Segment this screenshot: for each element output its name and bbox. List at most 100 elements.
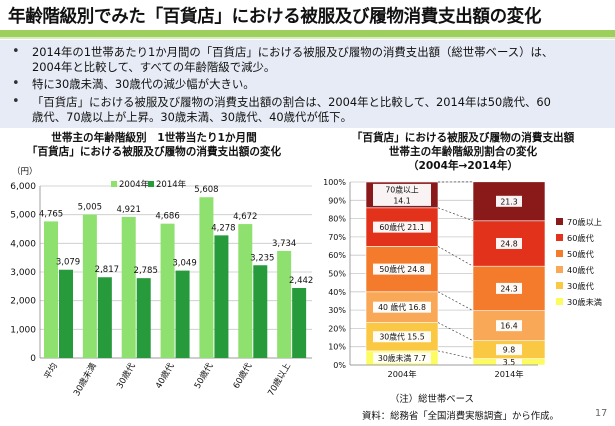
y-tick-label: 4,000 (10, 239, 36, 249)
segment-label-box (496, 344, 522, 356)
legend-swatch (556, 218, 563, 225)
value-label-2004: 5,005 (78, 203, 102, 213)
segment-label-box (496, 356, 522, 368)
segment-label: 16.4 (500, 322, 517, 331)
chart-note: （注）総世帯ベース (390, 394, 474, 405)
bullet-3-line1: 「百貨店」における被服及び履物の消費支出額の割合は、2004年と比較して、201… (32, 95, 551, 109)
y-tick-label: 30% (328, 306, 346, 315)
right-chart-title-line1: 「百貨店」における被服及び履物の消費支出額 (351, 132, 575, 144)
bullet-3: • 「百貨店」における被服及び履物の消費支出額の割合は、2004年と比較して、2… (12, 94, 551, 125)
y-tick-label: 70% (328, 233, 346, 242)
left-chart-title-line1: 世帯主の年齢階級別 1世帯当たり1か月間 (51, 132, 257, 144)
bullet-1-line2: 2004年と比較して、すべての年齢階級で減少。 (32, 60, 276, 74)
x-tick-label: 2004年 (387, 369, 416, 379)
legend-swatch (556, 298, 563, 305)
legend-label-2014: 2014年 (156, 179, 187, 190)
segment-label: 9.8 (503, 346, 515, 355)
value-label-2004: 5,608 (194, 185, 218, 195)
legend-label: 70歳以上 (567, 217, 602, 227)
segment-label-box (373, 331, 431, 343)
segment-label-box (373, 263, 431, 275)
segment-label-box (496, 195, 522, 207)
x-tick-label: 平均 (42, 361, 60, 381)
bullet-dot-icon: • (12, 44, 20, 59)
value-label-2004: 3,734 (272, 239, 296, 249)
value-label-2014: 3,049 (172, 259, 196, 269)
x-tick-label: 70歳以上 (265, 361, 293, 398)
y-tick-label: 1,000 (10, 325, 36, 335)
segment-label: 14.1 (393, 196, 410, 205)
bar-2014 (292, 287, 307, 358)
bar-2004 (160, 223, 175, 358)
value-label-2014: 2,442 (289, 276, 313, 286)
legend-swatch (556, 266, 563, 273)
x-tick-label: 50歳代 (192, 361, 216, 391)
segment-label: 40 歳代 16.8 (378, 302, 426, 312)
y-tick-label: 0% (333, 361, 346, 370)
y-tick-label: 100% (323, 178, 346, 187)
bar-2004 (277, 250, 292, 358)
value-label-2004: 4,765 (39, 209, 63, 219)
y-tick-label: 6,000 (10, 182, 36, 192)
legend-label: 60歳代 (567, 233, 594, 243)
y-tick-label: 5,000 (10, 211, 36, 221)
chart-source: 資料：総務省「全国消費実態調査」から作成。 (362, 411, 559, 422)
bullet-1-line1: 2014年の1世帯あたり1か月間の「百貨店」における被服及び履物の消費支出額（総… (32, 45, 554, 59)
left-chart-title-line2: 「百貨店」における被服及び履物の消費支出額の変化 (26, 146, 282, 158)
right-chart-title-line2: 世帯主の年齢階級別割合の変化 (388, 146, 538, 158)
bullet-1: • 2014年の1世帯あたり1か月間の「百貨店」における被服及び履物の消費支出額… (12, 44, 554, 75)
title-underline (0, 30, 615, 37)
bullet-dot-icon: • (12, 76, 20, 91)
bar-2014 (175, 270, 190, 358)
page-number: 17 (595, 408, 608, 419)
x-tick-label: 30歳代 (114, 361, 138, 391)
y-tick-label: 80% (328, 215, 346, 224)
legend-label: 50歳代 (567, 249, 594, 259)
bar-2014 (253, 265, 268, 358)
legend-swatch-2014 (148, 181, 154, 187)
value-label-2014: 3,235 (250, 253, 274, 263)
bullet-2: • 特に30歳未満、30歳代の減少幅が大きい。 (12, 76, 255, 92)
segment-label: 21.3 (500, 197, 517, 206)
y-tick-label: 3,000 (10, 268, 36, 278)
value-label-2004: 4,921 (117, 205, 141, 215)
value-label-2014: 3,079 (56, 258, 80, 268)
legend-label-2004: 2004年 (119, 179, 150, 190)
bullet-box: • 2014年の1世帯あたり1か月間の「百貨店」における被服及び履物の消費支出額… (0, 40, 615, 128)
segment-label: 30歳代 15.5 (379, 332, 424, 342)
legend-label: 40歳代 (567, 265, 594, 275)
right-stacked-chart: 0% 10% 20% 30% 40% 50% 60% 70% 80% 90% 100% 30歳未満 7… (323, 178, 602, 379)
legend-swatch (556, 234, 563, 241)
x-tick-label: 30歳未満 (71, 361, 99, 398)
bar-2014 (59, 269, 73, 358)
connector-line (437, 246, 474, 267)
connector-line (437, 291, 474, 311)
connector-line (437, 322, 474, 341)
bullet-3-line2: 歳代、70歳以上が上昇。30歳未満、30歳代、40歳代が低下。 (32, 110, 352, 124)
left-bar-chart: （円） 0 1,000 2,000 3,000 4,000 5,000 6,000 2004年 2… (10, 166, 313, 398)
value-label-2004: 4,686 (155, 212, 179, 222)
y-unit-label: （円） (12, 166, 38, 177)
slide-title: 年齢階級別でみた「百貨店」における被服及び履物消費支出額の変化 (8, 7, 542, 27)
y-tick-label: 10% (328, 343, 346, 352)
y-tick-label: 2,000 (10, 297, 36, 307)
x-tick-label: 60歳代 (231, 361, 255, 391)
y-tick-label: 50% (328, 270, 346, 279)
segment-label-box (496, 237, 522, 249)
x-tick-label: 2014年 (494, 369, 523, 379)
y-tick-label: 20% (328, 324, 346, 333)
title-underline-light (0, 37, 615, 39)
bar-2004 (82, 214, 97, 358)
segment-label: 24.3 (500, 284, 517, 293)
segment-label-box (496, 282, 522, 294)
connector-line (437, 350, 474, 359)
y-tick-label: 60% (328, 251, 346, 260)
segment-label: 30歳未満 7.7 (378, 353, 426, 363)
value-label-2014: 4,278 (211, 223, 235, 233)
x-tick-label: 40歳代 (153, 361, 177, 391)
value-label-2014: 2,785 (134, 266, 158, 276)
bar-2004 (121, 216, 136, 358)
segment-label-box (373, 352, 431, 364)
legend-swatch (556, 282, 563, 289)
